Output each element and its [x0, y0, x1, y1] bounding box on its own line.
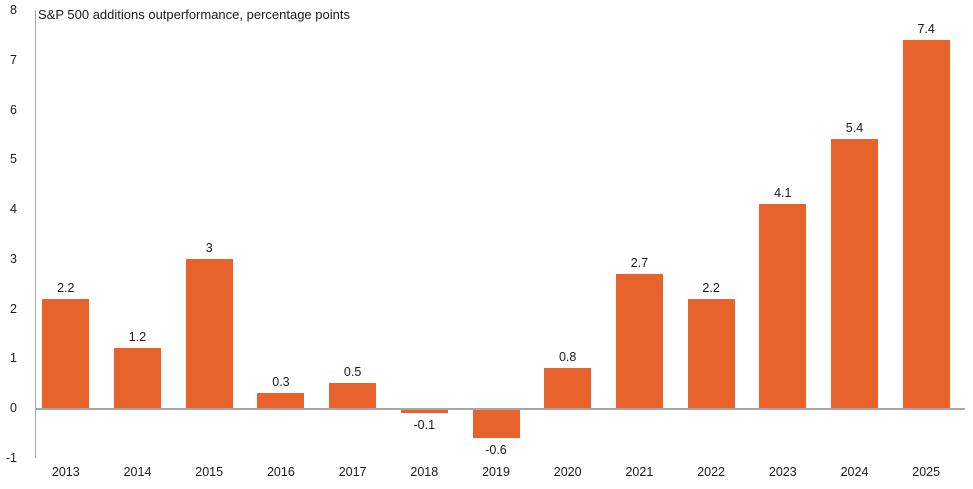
x-tick-label: 2015	[195, 465, 224, 479]
bar-value-label: 4.1	[774, 186, 792, 201]
bar-2013	[42, 298, 90, 408]
x-tick-label: 2018	[410, 465, 439, 479]
x-tick-label: 2023	[768, 465, 797, 479]
bar-2020	[544, 368, 592, 408]
bar-value-label: 2.2	[57, 280, 75, 295]
bar-2021	[615, 273, 663, 408]
bar-value-label: -0.6	[485, 442, 507, 457]
x-tick-label: 2019	[482, 465, 510, 479]
y-tick-label: 8	[10, 3, 17, 17]
bar-2023	[759, 204, 807, 408]
bar-value-label: 0.3	[272, 375, 290, 390]
bar-2022	[687, 298, 735, 408]
x-tick-label: 2013	[51, 465, 80, 479]
bar-2016	[257, 393, 305, 408]
y-tick-label: 0	[10, 401, 17, 415]
bar-value-label: 2.2	[702, 280, 720, 295]
chart-title: S&P 500 additions outperformance, percen…	[38, 7, 350, 22]
bar-value-label: 1.2	[128, 330, 147, 345]
x-tick-label: 2016	[266, 465, 295, 479]
x-tick-label: 2024	[840, 465, 869, 479]
y-tick-label: 5	[10, 152, 17, 167]
y-tick-label: 4	[10, 202, 17, 216]
y-tick-label: 6	[10, 102, 17, 117]
bar-value-label: -0.1	[413, 417, 436, 432]
bar-value-label: 7.4	[917, 21, 935, 36]
bar-value-label: 0.8	[558, 350, 577, 365]
y-axis-line	[35, 10, 36, 458]
bar-value-label: 0.5	[343, 365, 362, 380]
bar-2017	[329, 383, 377, 408]
bar-2025	[902, 39, 950, 408]
y-tick-label: 7	[10, 52, 17, 67]
x-tick-label: 2014	[123, 465, 152, 479]
bar-2015	[185, 258, 233, 408]
bar-2024	[831, 139, 878, 408]
x-tick-label: 2021	[625, 465, 654, 479]
x-tick-label: 2025	[912, 465, 941, 479]
bar-value-label: 5.4	[845, 121, 864, 136]
y-tick-label: 3	[10, 251, 17, 266]
zero-baseline	[35, 408, 965, 410]
y-tick-label: 1	[10, 351, 17, 366]
y-tick-label: 2	[10, 301, 17, 316]
bar-2019	[472, 408, 520, 438]
x-tick-label: 2017	[338, 465, 367, 479]
bar-2014	[114, 348, 161, 408]
bar-2018	[400, 408, 448, 413]
y-tick-label: -1	[5, 450, 17, 465]
x-tick-label: 2022	[697, 465, 725, 479]
bar-value-label: 3	[205, 240, 213, 255]
bar-value-label: 2.7	[630, 255, 649, 270]
x-tick-label: 2020	[553, 465, 582, 479]
